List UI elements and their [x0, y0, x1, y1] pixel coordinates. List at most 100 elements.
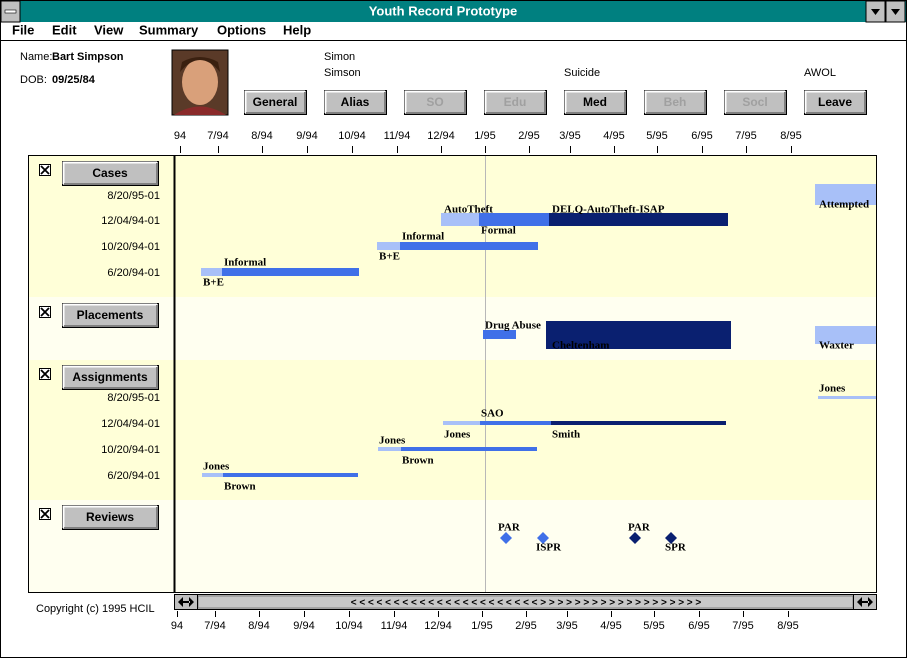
assignments-band: [29, 360, 876, 500]
time-tick-label: 10/94: [335, 620, 363, 632]
assignment-bar[interactable]: [202, 473, 223, 477]
button-bevel-light: [62, 161, 157, 184]
marker-label: PAR: [628, 522, 651, 534]
assignment-bar[interactable]: [480, 421, 551, 425]
scroll-left-icon: [178, 597, 194, 607]
assignment-bar[interactable]: [378, 447, 401, 451]
case-bar[interactable]: [479, 213, 549, 226]
placement-bar[interactable]: [483, 330, 516, 339]
assignment-bar[interactable]: [551, 421, 726, 425]
nav-button[interactable]: [644, 90, 707, 115]
minimize-icon: [871, 9, 880, 15]
placements-band: [29, 297, 876, 360]
marker-label: ISPR: [536, 542, 562, 554]
photo-face: [182, 59, 218, 105]
marker-label: SPR: [665, 542, 687, 554]
nav-button[interactable]: [484, 90, 547, 115]
nav-button[interactable]: [724, 90, 787, 115]
checkbox-mark: [40, 369, 50, 379]
case-bar[interactable]: [222, 268, 359, 276]
case-bar[interactable]: [549, 213, 728, 226]
button-bevel-light: [324, 90, 385, 113]
time-tick-label: 8/94: [251, 130, 272, 142]
time-tick-label: 2/95: [518, 130, 539, 142]
copyright: Copyright (c) 1995 HCIL: [36, 603, 155, 615]
assignment-bar[interactable]: [443, 421, 480, 425]
nav-button[interactable]: [244, 90, 307, 115]
section-button[interactable]: [62, 161, 159, 186]
bar-label: Jones: [444, 429, 471, 441]
button-bevel-dark: [726, 92, 786, 114]
maximize-icon: [891, 9, 900, 15]
time-tick-label: 12/94: [427, 130, 455, 142]
case-bar[interactable]: [201, 268, 222, 276]
bar-label: B+E: [203, 277, 224, 289]
button-bevel-light: [564, 90, 625, 113]
nav-button-label: General: [253, 95, 298, 109]
placement-bar[interactable]: [546, 321, 731, 349]
time-tick-label: 9/94: [296, 130, 317, 142]
case-bar[interactable]: [815, 184, 876, 205]
button-bevel-dark: [486, 92, 546, 114]
menu-item[interactable]: File: [12, 22, 34, 37]
nav-button-label: Med: [583, 95, 607, 109]
time-tick-label: 7/95: [732, 620, 753, 632]
time-tick-label: 7/94: [204, 620, 225, 632]
review-marker[interactable]: [629, 532, 641, 544]
reviews-band: [29, 500, 876, 592]
row-label: 12/04/94-01: [101, 215, 160, 227]
window-title: Youth Record Prototype: [369, 3, 518, 18]
section-button-label: Cases: [92, 166, 128, 180]
menu-item[interactable]: Options: [217, 22, 266, 37]
marker-label: PAR: [498, 522, 521, 534]
bar-label: SAO: [481, 408, 504, 420]
bar-label: Informal: [224, 257, 266, 269]
button-note: AWOL: [804, 67, 836, 79]
case-bar[interactable]: [400, 242, 538, 250]
bar-label: Attempted: [819, 199, 869, 211]
nav-button[interactable]: [324, 90, 387, 115]
photo-hair: [180, 57, 220, 72]
time-tick-label: 6/95: [691, 130, 712, 142]
nav-button[interactable]: [564, 90, 627, 115]
photo-shirt: [174, 106, 226, 115]
review-marker[interactable]: [537, 532, 549, 544]
nav-button[interactable]: [404, 90, 467, 115]
time-tick-label: 9/94: [293, 620, 314, 632]
row-label: 6/20/94-01: [107, 470, 160, 482]
system-menu-icon: [4, 9, 17, 14]
assignment-bar[interactable]: [223, 473, 358, 477]
button-bevel-light: [62, 505, 157, 528]
placement-bar[interactable]: [815, 326, 876, 344]
review-marker[interactable]: [500, 532, 512, 544]
menu-item[interactable]: View: [94, 22, 124, 37]
review-marker[interactable]: [665, 532, 677, 544]
button-note: Simson: [324, 67, 361, 79]
time-tick-label: 4/95: [603, 130, 624, 142]
section-button-label: Assignments: [72, 370, 148, 384]
cases-band: [29, 156, 876, 297]
bar-label: B+E: [379, 251, 400, 263]
case-bar[interactable]: [441, 213, 479, 226]
time-tick-label: 3/95: [559, 130, 580, 142]
menu-item[interactable]: Help: [283, 22, 311, 37]
row-label: 10/20/94-01: [101, 444, 160, 456]
nav-button[interactable]: [804, 90, 867, 115]
dob-value: 09/25/84: [52, 74, 96, 86]
case-bar[interactable]: [377, 242, 400, 250]
time-tick-label: 5/95: [643, 620, 664, 632]
button-note: Suicide: [564, 67, 600, 79]
button-bevel-dark: [64, 507, 158, 529]
time-tick-label: 7/94: [207, 130, 228, 142]
menu-item[interactable]: Edit: [52, 22, 77, 37]
bar-label: Informal: [402, 231, 444, 243]
menu-item[interactable]: Summary: [139, 22, 199, 37]
assignment-bar[interactable]: [401, 447, 537, 451]
bar-label: Cheltenham: [552, 340, 609, 352]
scroll-right-icon: [857, 597, 873, 607]
assignment-bar[interactable]: [818, 396, 876, 399]
bar-label: Brown: [224, 481, 256, 493]
section-button[interactable]: [62, 505, 159, 530]
bar-label: Jones: [819, 383, 846, 395]
checkbox-mark: [40, 165, 50, 175]
